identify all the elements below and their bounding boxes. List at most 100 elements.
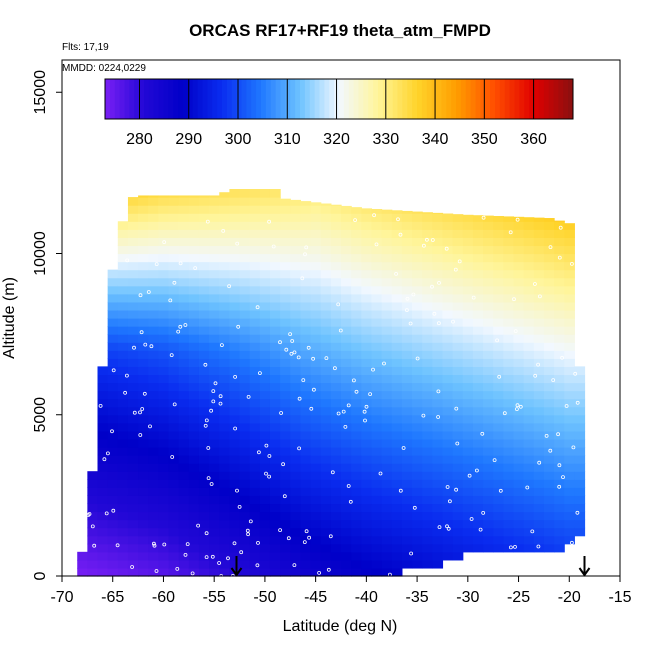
heatmap-cell	[168, 269, 180, 279]
observation-point	[256, 450, 261, 455]
heatmap-cell	[127, 285, 139, 295]
heatmap-cell	[209, 269, 220, 279]
heatmap-cell	[330, 455, 342, 464]
heatmap-cell	[422, 358, 433, 367]
heatmap-cell	[361, 334, 373, 343]
heatmap-cell	[138, 261, 149, 271]
heatmap-cell	[158, 422, 170, 432]
heatmap-cell	[188, 463, 200, 472]
heatmap-cell	[391, 366, 403, 376]
heatmap-cell	[320, 326, 332, 335]
heatmap-cell	[554, 366, 565, 376]
observation-point	[405, 296, 410, 301]
heatmap-cell	[574, 503, 586, 513]
heatmap-cell	[493, 309, 504, 319]
observation-point	[162, 542, 167, 547]
heatmap-cell	[533, 382, 545, 392]
heatmap-cell	[554, 245, 565, 255]
heatmap-cell	[249, 559, 261, 569]
heatmap-cell	[198, 277, 210, 287]
heatmap-cell	[138, 495, 149, 505]
heatmap-cell	[168, 414, 180, 424]
heatmap-cell	[452, 455, 464, 464]
heatmap-cell	[483, 447, 494, 456]
heatmap-cell	[351, 245, 362, 255]
heatmap-cell	[341, 350, 352, 359]
colorbar-swatch	[348, 79, 355, 119]
heatmap-cell	[330, 511, 342, 521]
heatmap-cell	[462, 487, 474, 496]
heatmap-cell	[138, 342, 149, 351]
heatmap-cell	[280, 374, 291, 384]
heatmap-cell	[422, 406, 433, 416]
heatmap-cell	[503, 318, 515, 327]
heatmap-cell	[554, 519, 565, 529]
heatmap-cell	[138, 463, 149, 472]
heatmap-cell	[188, 261, 200, 271]
heatmap-cell	[188, 543, 200, 553]
heatmap-cell	[107, 277, 119, 287]
heatmap-cell	[198, 551, 210, 561]
heatmap-cell	[229, 503, 241, 513]
heatmap-cell	[432, 551, 444, 561]
heatmap-cell	[381, 406, 393, 416]
heatmap-cell	[543, 237, 555, 247]
heatmap-cell	[391, 318, 403, 327]
heatmap-cell	[320, 261, 332, 271]
heatmap-cell	[351, 366, 362, 376]
heatmap-cell	[412, 366, 423, 376]
heatmap-cell	[219, 374, 230, 384]
heatmap-cell	[351, 277, 362, 287]
heatmap-cell	[330, 318, 342, 327]
heatmap-cell	[87, 503, 99, 513]
heatmap-cell	[148, 342, 159, 351]
heatmap-cell	[574, 406, 586, 416]
heatmap-cell	[117, 471, 129, 480]
heatmap-cell	[371, 543, 383, 553]
heatmap-cell	[290, 495, 302, 505]
observation-point	[371, 367, 375, 372]
heatmap-cell	[371, 503, 383, 513]
heatmap-cell	[554, 471, 565, 480]
heatmap-cell	[290, 229, 302, 238]
heatmap-cell	[320, 382, 332, 392]
heatmap-cell	[462, 237, 474, 247]
observation-point	[341, 409, 346, 414]
heatmap-cell	[269, 374, 281, 384]
heatmap-cell	[320, 285, 332, 295]
heatmap-cell	[269, 543, 281, 553]
heatmap-cell	[412, 237, 423, 247]
observation-point	[146, 290, 151, 294]
observation-point	[235, 241, 240, 246]
heatmap-cell	[371, 382, 383, 392]
heatmap-cell	[452, 285, 464, 295]
heatmap-cell	[239, 422, 251, 432]
heatmap-cell	[533, 398, 545, 408]
heatmap-cell	[330, 253, 342, 263]
heatmap-cell	[158, 447, 170, 456]
observation-point	[278, 528, 283, 532]
heatmap-cell	[543, 285, 555, 295]
heatmap-cell	[412, 463, 423, 472]
heatmap-cell	[523, 318, 535, 327]
heatmap-cell	[351, 293, 362, 303]
heatmap-cell	[117, 527, 129, 537]
colorbar-swatch	[265, 79, 272, 119]
observation-point	[246, 394, 251, 399]
heatmap-cell	[371, 535, 383, 545]
heatmap-cell	[239, 551, 251, 561]
heatmap-cell	[310, 374, 322, 384]
heatmap-cell	[543, 406, 555, 416]
heatmap-cell	[412, 487, 423, 496]
observation-point	[556, 432, 560, 437]
heatmap-cell	[188, 197, 200, 206]
heatmap-cell	[239, 438, 251, 448]
observation-point	[548, 448, 553, 453]
heatmap-cell	[351, 350, 362, 359]
heatmap-cell	[198, 511, 210, 521]
heatmap-cell	[493, 543, 504, 553]
heatmap-cell	[412, 398, 423, 408]
heatmap-cell	[290, 261, 302, 271]
colorbar-swatch	[144, 79, 150, 119]
heatmap-cell	[432, 342, 444, 351]
